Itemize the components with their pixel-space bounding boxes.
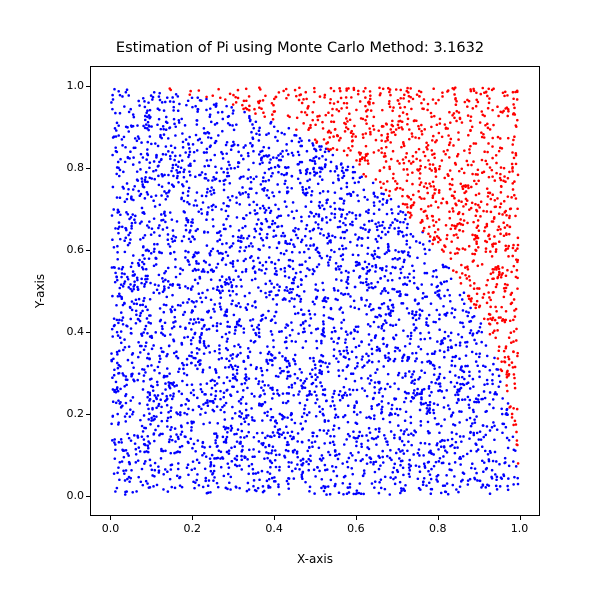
y-tick-label: 0.8 xyxy=(44,161,84,174)
figure: Estimation of Pi using Monte Carlo Metho… xyxy=(0,0,600,600)
y-tick-label: 0.0 xyxy=(44,489,84,502)
y-tick-mark xyxy=(86,332,90,333)
series-inside-circle xyxy=(110,88,519,496)
series-outside-circle xyxy=(168,86,519,464)
y-tick-label: 0.2 xyxy=(44,407,84,420)
y-tick-mark xyxy=(86,86,90,87)
x-tick-label: 0.2 xyxy=(172,522,212,535)
y-tick-mark xyxy=(86,168,90,169)
y-tick-mark xyxy=(86,414,90,415)
y-axis-label: Y-axis xyxy=(30,66,50,516)
x-tick-label: 0.4 xyxy=(254,522,294,535)
y-tick-mark xyxy=(86,250,90,251)
x-tick-mark xyxy=(110,516,111,520)
y-tick-mark xyxy=(86,496,90,497)
x-tick-mark xyxy=(274,516,275,520)
x-tick-label: 0.8 xyxy=(418,522,458,535)
x-tick-mark xyxy=(356,516,357,520)
x-tick-label: 1.0 xyxy=(500,522,540,535)
y-tick-label: 0.6 xyxy=(44,243,84,256)
y-axis-label-text: Y-axis xyxy=(33,274,47,308)
y-tick-label: 1.0 xyxy=(44,79,84,92)
x-tick-mark xyxy=(438,516,439,520)
y-tick-label: 0.4 xyxy=(44,325,84,338)
x-tick-label: 0.6 xyxy=(336,522,376,535)
plot-area xyxy=(90,66,540,516)
x-tick-label: 0.0 xyxy=(90,522,130,535)
chart-title: Estimation of Pi using Monte Carlo Metho… xyxy=(0,40,600,56)
x-axis-label: X-axis xyxy=(90,552,540,566)
x-tick-mark xyxy=(192,516,193,520)
scatter-svg xyxy=(91,67,539,515)
x-tick-mark xyxy=(520,516,521,520)
